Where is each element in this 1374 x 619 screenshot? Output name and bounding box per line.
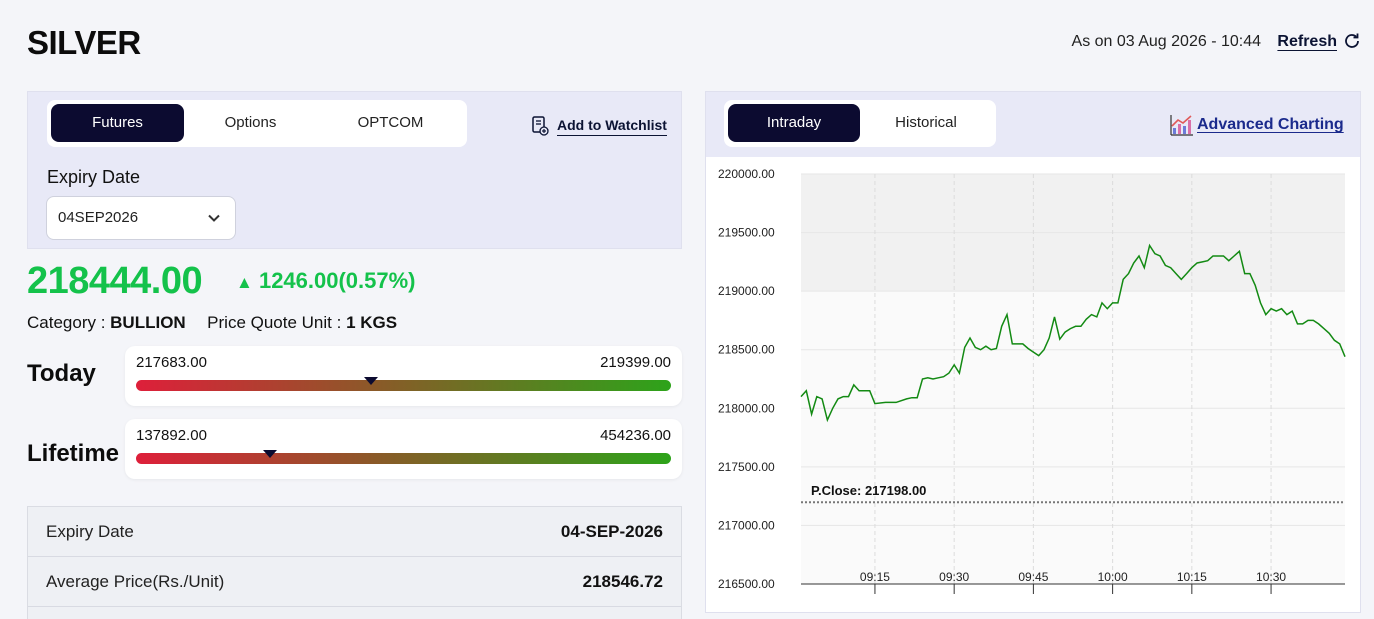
y-tick-label: 217000.00 bbox=[718, 518, 775, 532]
today-high: 219399.00 bbox=[600, 354, 671, 371]
lifetime-range-label: Lifetime bbox=[27, 440, 120, 467]
chart-panel-header: Intraday Historical Advanced Charting bbox=[706, 92, 1360, 157]
y-tick-label: 220000.00 bbox=[718, 167, 775, 181]
as-on-timestamp: As on 03 Aug 2026 - 10:44 bbox=[1071, 33, 1261, 50]
y-tick-label: 218000.00 bbox=[718, 401, 775, 415]
chart-panel: Intraday Historical Advanced Charting 22… bbox=[705, 91, 1361, 613]
lifetime-high: 454236.00 bbox=[600, 427, 671, 444]
tab-historical[interactable]: Historical bbox=[895, 114, 957, 131]
last-price: 218444.00 bbox=[27, 260, 203, 302]
x-tick-label: 09:45 bbox=[1018, 570, 1048, 584]
tab-optcom[interactable]: OPTCOM bbox=[357, 114, 424, 131]
price-series-line bbox=[800, 243, 1346, 423]
refresh-link[interactable]: Refresh bbox=[1277, 33, 1337, 50]
x-tick-label: 10:00 bbox=[1098, 570, 1128, 584]
tab-futures[interactable]: Futures bbox=[51, 104, 184, 142]
x-tick-label: 10:30 bbox=[1256, 570, 1286, 584]
contract-selector-panel: Futures Options OPTCOM Add to Watchlist … bbox=[27, 91, 682, 249]
chevron-down-icon bbox=[208, 214, 220, 222]
chart-icon[interactable] bbox=[1170, 114, 1194, 136]
today-low: 217683.00 bbox=[136, 354, 207, 371]
lifetime-low: 137892.00 bbox=[136, 427, 207, 444]
page-title: SILVER bbox=[27, 24, 141, 61]
y-tick-label: 216500.00 bbox=[718, 577, 775, 591]
category-label: Category : bbox=[27, 313, 111, 332]
today-range-label: Today bbox=[27, 360, 96, 387]
expiry-date-value: 04SEP2026 bbox=[58, 209, 139, 226]
chart-tabs: Intraday Historical bbox=[724, 100, 996, 147]
x-tick-label: 09:30 bbox=[939, 570, 969, 584]
up-arrow-icon: ▲ bbox=[236, 273, 253, 292]
price-change-value: 1246.00(0.57%) bbox=[258, 268, 416, 293]
today-range: 217683.00 219399.00 bbox=[125, 346, 682, 406]
category-value: BULLION bbox=[110, 313, 186, 332]
info-key: Expiry Date bbox=[46, 522, 134, 541]
tab-intraday[interactable]: Intraday bbox=[728, 104, 860, 142]
price-change: ▲ 1246.00(0.57%) bbox=[236, 268, 416, 294]
y-tick-label: 219000.00 bbox=[718, 284, 775, 298]
quote-unit-label: Price Quote Unit : bbox=[207, 313, 347, 332]
previous-close-label: P.Close: 217198.00 bbox=[811, 483, 926, 498]
refresh-icon[interactable] bbox=[1342, 31, 1362, 51]
table-row: Average Price(Rs./Unit) 218546.72 bbox=[28, 557, 681, 607]
advanced-charting-link[interactable]: Advanced Charting bbox=[1197, 116, 1344, 133]
intraday-chart: 220000.00 219500.00 219000.00 218500.00 2180… bbox=[718, 167, 1346, 594]
lifetime-range: 137892.00 454236.00 bbox=[125, 419, 682, 479]
instrument-tabs: Futures Options OPTCOM bbox=[47, 100, 467, 147]
y-tick-label: 218500.00 bbox=[718, 343, 775, 357]
add-to-watchlist-link[interactable]: Add to Watchlist bbox=[557, 117, 667, 136]
lifetime-price-marker bbox=[262, 450, 277, 458]
tab-options[interactable]: Options bbox=[224, 114, 277, 131]
today-price-marker bbox=[364, 377, 379, 385]
category-info: Category : BULLION Price Quote Unit : 1 … bbox=[27, 313, 397, 333]
x-tick-label: 09:15 bbox=[860, 570, 890, 584]
y-tick-label: 219500.00 bbox=[718, 226, 775, 240]
expiry-date-select[interactable]: 04SEP2026 bbox=[46, 196, 236, 240]
y-tick-label: 217500.00 bbox=[718, 460, 775, 474]
info-value: 218546.72 bbox=[582, 572, 663, 591]
table-row: Expiry Date 04-SEP-2026 bbox=[28, 507, 681, 557]
watchlist-icon[interactable] bbox=[531, 116, 549, 136]
expiry-date-label: Expiry Date bbox=[47, 167, 141, 187]
lifetime-range-bar bbox=[136, 453, 671, 464]
today-range-bar bbox=[136, 380, 671, 391]
quote-unit-value: 1 KGS bbox=[346, 313, 398, 332]
info-key: Average Price(Rs./Unit) bbox=[46, 572, 225, 591]
contract-info-table: Expiry Date 04-SEP-2026 Average Price(Rs… bbox=[27, 506, 682, 619]
x-tick-label: 10:15 bbox=[1177, 570, 1207, 584]
info-value: 04-SEP-2026 bbox=[560, 522, 663, 541]
